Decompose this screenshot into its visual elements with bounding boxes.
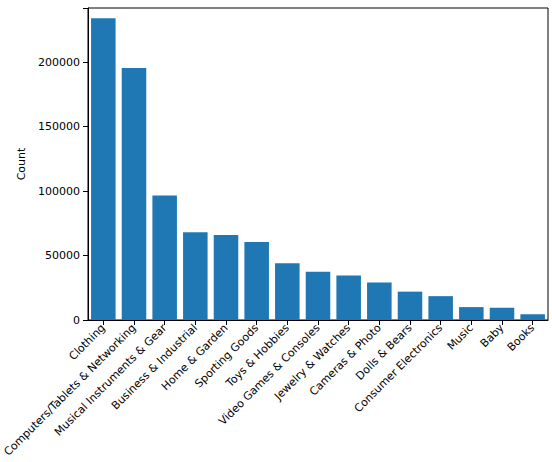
svg-text:0: 0 xyxy=(73,314,80,327)
svg-text:Video Games & Consoles: Video Games & Consoles xyxy=(216,321,323,428)
svg-text:Home & Garden: Home & Garden xyxy=(159,321,231,393)
svg-text:Musical Instruments & Gear: Musical Instruments & Gear xyxy=(52,321,170,439)
svg-text:Jewelry & Watches: Jewelry & Watches xyxy=(271,321,354,403)
svg-text:Baby: Baby xyxy=(478,321,507,350)
svg-text:Count: Count xyxy=(15,147,28,180)
svg-text:50000: 50000 xyxy=(45,249,80,262)
svg-text:Computers/Tablets & Networking: Computers/Tablets & Networking xyxy=(2,321,139,458)
svg-text:Cameras & Photo: Cameras & Photo xyxy=(307,321,384,399)
svg-text:Business & Industrial: Business & Industrial xyxy=(109,321,200,413)
svg-text:150000: 150000 xyxy=(38,120,80,133)
svg-text:Sporting Goods: Sporting Goods xyxy=(192,321,262,391)
svg-text:Consumer Electronics: Consumer Electronics xyxy=(352,321,446,415)
svg-text:100000: 100000 xyxy=(38,185,80,198)
svg-text:200000: 200000 xyxy=(38,56,80,69)
svg-text:Music: Music xyxy=(445,321,476,352)
svg-text:Toys & Hobbies: Toys & Hobbies xyxy=(223,321,292,390)
svg-text:Books: Books xyxy=(505,321,538,354)
svg-text:Dolls & Bears: Dolls & Bears xyxy=(353,321,415,383)
svg-text:Clothing: Clothing xyxy=(66,321,108,363)
